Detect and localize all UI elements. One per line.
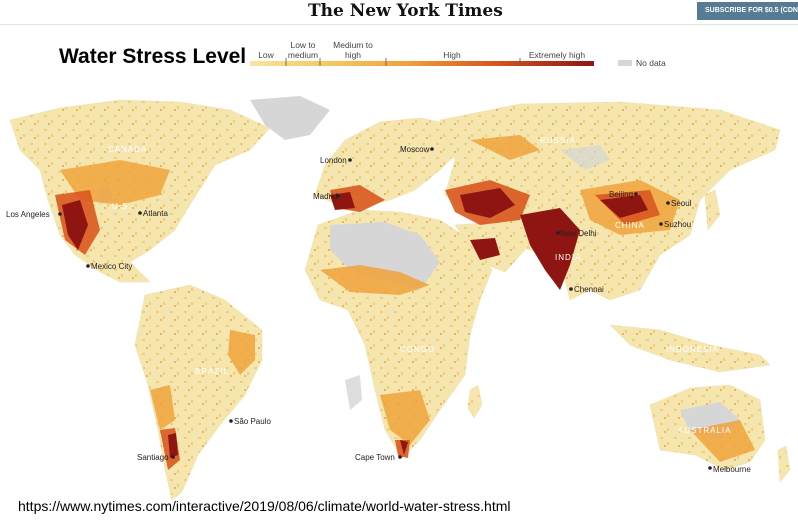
city-label-madrid: Madrid xyxy=(313,192,337,201)
legend-label-low-to-medium: Low to medium xyxy=(287,40,319,60)
region-label-russia: RUSSIA xyxy=(540,136,576,145)
region-label-us: U.S. xyxy=(112,202,132,211)
city-label-new-delhi: New Delhi xyxy=(560,229,597,238)
madagascar xyxy=(467,384,483,419)
nyt-logo[interactable]: The New York Times xyxy=(308,1,503,21)
greenland xyxy=(250,96,330,140)
land-masses xyxy=(9,96,791,501)
new-zealand xyxy=(777,445,791,483)
city-label-los-angeles: Los Angeles xyxy=(6,210,50,219)
city-marker-moscow xyxy=(430,147,434,151)
city-label-moscow: Moscow xyxy=(400,145,430,154)
legend-no-data-swatch xyxy=(618,60,632,66)
city-marker-seoul xyxy=(666,201,670,205)
region-label-indonesia: INDONESIA xyxy=(666,345,719,354)
city-marker-new-delhi xyxy=(556,231,560,235)
city-label-santiago: Santiago xyxy=(137,453,169,462)
region-label-india: INDIA xyxy=(555,253,581,262)
city-marker-santiago xyxy=(171,455,175,459)
city-label-suzhou: Suzhou xyxy=(664,220,691,229)
legend-label-extremely-high: Extremely high xyxy=(528,50,586,60)
subscribe-button[interactable]: SUBSCRIBE FOR $0.5 (CDN xyxy=(697,2,798,20)
legend-label-medium-to-high: Medium to high xyxy=(333,40,373,60)
city-label-chennai: Chennai xyxy=(574,285,604,294)
masthead: The New York Times SUBSCRIBE FOR $0.5 (C… xyxy=(0,0,798,25)
city-marker-mexico-city xyxy=(86,264,90,268)
extremely-high-zones xyxy=(62,188,648,458)
city-marker-madrid xyxy=(336,194,340,198)
region-label-canada: CANADA xyxy=(108,145,147,154)
region-labels: CANADA U.S. BRAZIL RUSSIA CHINA INDIA CO… xyxy=(108,136,731,435)
legend-label-low: Low xyxy=(258,50,274,60)
city-marker-melbourne xyxy=(708,466,712,470)
region-label-congo: CONGO xyxy=(400,345,435,354)
source-url[interactable]: https://www.nytimes.com/interactive/2019… xyxy=(18,498,511,514)
legend-ticks xyxy=(285,58,521,66)
map-title: Water Stress Level xyxy=(59,45,247,68)
region-label-china: CHINA xyxy=(615,221,645,230)
indonesia xyxy=(609,324,771,373)
legend-bar xyxy=(250,61,594,66)
city-marker-sao-paulo xyxy=(229,419,233,423)
city-marker-los-angeles xyxy=(58,212,62,216)
region-label-brazil: BRAZIL xyxy=(195,367,229,376)
city-label-atlanta: Atlanta xyxy=(143,209,168,218)
city-label-seoul: Seoul xyxy=(671,199,692,208)
city-label-melbourne: Melbourne xyxy=(713,465,751,474)
legend-label-high: High xyxy=(443,50,461,60)
city-label-london: London xyxy=(320,156,347,165)
legend-label-no-data: No data xyxy=(636,58,666,68)
city-markers: Los Angeles Atlanta Mexico City São Paul… xyxy=(6,145,751,474)
city-marker-atlanta xyxy=(138,211,142,215)
city-label-sao-paulo: São Paulo xyxy=(234,417,271,426)
city-marker-chennai xyxy=(569,287,573,291)
city-marker-suzhou xyxy=(659,222,663,226)
city-label-beijing: Beijing xyxy=(609,190,633,199)
city-label-cape-town: Cape Town xyxy=(355,453,395,462)
city-marker-london xyxy=(348,158,352,162)
city-marker-beijing xyxy=(634,192,638,196)
city-label-mexico-city: Mexico City xyxy=(91,262,132,271)
region-label-australia: AUSTRALIA xyxy=(678,426,731,435)
japan xyxy=(704,189,721,231)
city-marker-cape-town xyxy=(398,455,402,459)
